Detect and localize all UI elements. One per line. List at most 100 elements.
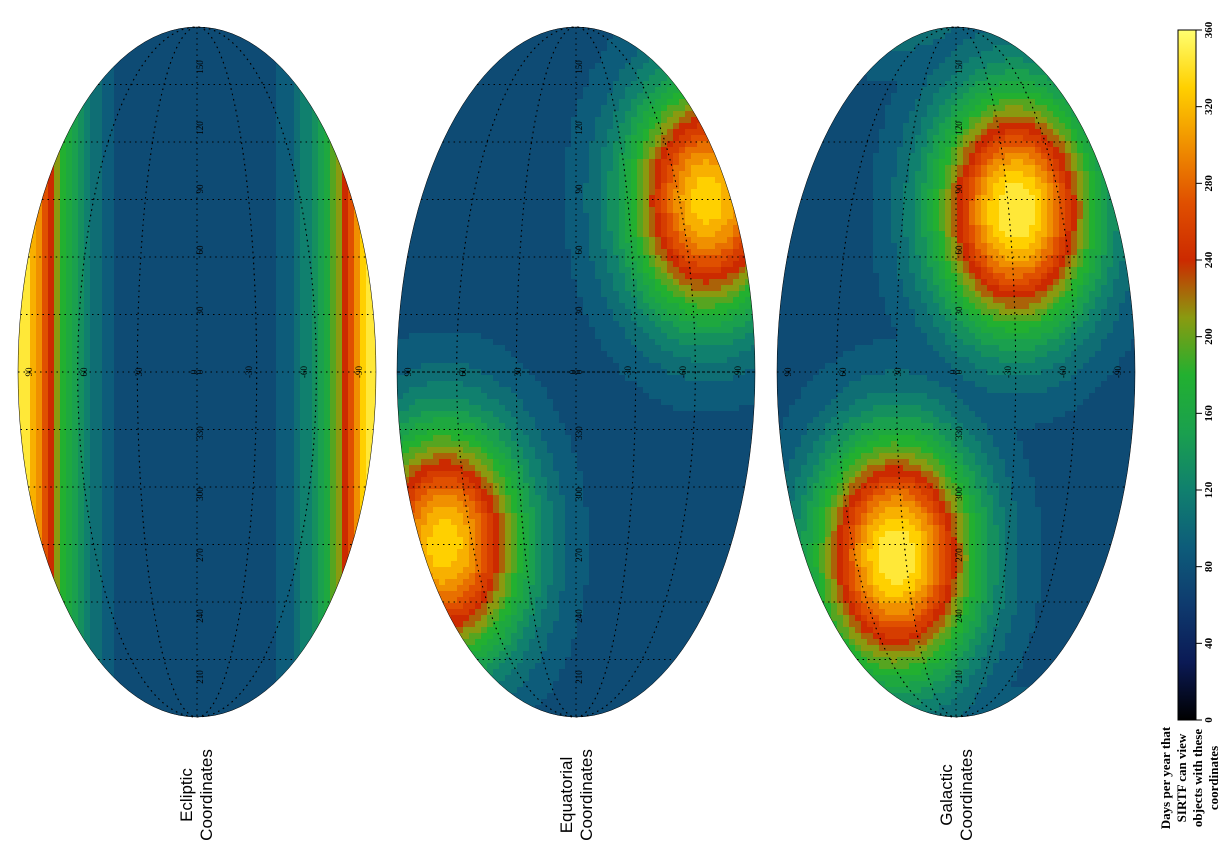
heat-cell bbox=[114, 147, 121, 154]
heat-cell bbox=[66, 321, 73, 328]
heat-cell bbox=[72, 543, 79, 550]
heat-cell bbox=[294, 189, 301, 196]
heat-cell bbox=[66, 141, 73, 148]
heat-cell bbox=[312, 465, 319, 472]
heat-cell bbox=[102, 447, 109, 454]
heat-cell bbox=[228, 303, 235, 310]
heat-cell bbox=[246, 105, 253, 112]
heat-cell bbox=[132, 213, 139, 220]
heat-cell bbox=[144, 51, 151, 58]
heat-cell bbox=[216, 543, 223, 550]
heat-cell bbox=[294, 507, 301, 514]
heat-cell bbox=[324, 159, 331, 166]
heat-cell bbox=[108, 57, 115, 64]
heat-cell bbox=[312, 327, 319, 334]
heat-cell bbox=[66, 405, 73, 412]
heat-cell bbox=[198, 345, 205, 352]
heat-cell bbox=[102, 507, 109, 514]
heat-cell bbox=[210, 237, 217, 244]
heat-cell bbox=[372, 345, 376, 352]
heat-cell bbox=[204, 591, 211, 598]
heat-cell bbox=[258, 177, 265, 184]
heat-cell bbox=[234, 411, 241, 418]
heat-cell bbox=[234, 597, 241, 604]
heat-cell bbox=[222, 333, 229, 340]
heat-cell bbox=[300, 105, 307, 112]
heat-cell bbox=[132, 489, 139, 496]
heat-cell bbox=[210, 471, 217, 478]
heat-cell bbox=[270, 243, 277, 250]
heat-cell bbox=[36, 477, 43, 484]
heat-cell bbox=[234, 537, 241, 544]
heat-cell bbox=[138, 393, 145, 400]
heat-cell bbox=[156, 273, 163, 280]
heat-cell bbox=[312, 285, 319, 292]
heat-cell bbox=[252, 525, 259, 532]
heat-cell bbox=[354, 465, 361, 472]
heat-cell bbox=[192, 123, 199, 130]
heat-cell bbox=[54, 555, 61, 562]
heat-cell bbox=[228, 447, 235, 454]
heat-cell bbox=[174, 255, 181, 262]
heat-cell bbox=[96, 501, 103, 508]
heat-cell bbox=[234, 249, 241, 256]
heat-cell bbox=[90, 555, 97, 562]
heat-cell bbox=[246, 567, 253, 574]
heat-cell bbox=[36, 303, 43, 310]
heat-cell bbox=[138, 441, 145, 448]
heat-cell bbox=[36, 399, 43, 406]
heat-cell bbox=[348, 261, 355, 268]
heat-cell bbox=[36, 213, 43, 220]
heat-cell bbox=[240, 465, 247, 472]
heat-cell bbox=[258, 243, 265, 250]
heat-cell bbox=[24, 423, 31, 430]
heat-cell bbox=[192, 183, 199, 190]
heat-cell bbox=[234, 27, 241, 34]
heat-cell bbox=[342, 225, 349, 232]
heat-cell bbox=[144, 381, 151, 388]
heat-cell bbox=[180, 411, 187, 418]
heat-cell bbox=[246, 111, 253, 118]
heat-cell bbox=[240, 585, 247, 592]
heat-cell bbox=[150, 303, 157, 310]
heat-cell bbox=[132, 315, 139, 322]
heat-cell bbox=[324, 165, 331, 172]
heat-cell bbox=[252, 261, 259, 268]
heat-cell bbox=[108, 201, 115, 208]
heat-cell bbox=[120, 603, 127, 610]
heat-cell bbox=[108, 159, 115, 166]
heat-cell bbox=[192, 57, 199, 64]
heat-cell bbox=[204, 501, 211, 508]
heat-cell bbox=[180, 321, 187, 328]
heat-cell bbox=[90, 213, 97, 220]
heat-cell bbox=[228, 237, 235, 244]
heat-cell bbox=[108, 519, 115, 526]
heat-cell bbox=[90, 381, 97, 388]
heat-cell bbox=[246, 381, 253, 388]
heat-cell bbox=[228, 567, 235, 574]
heat-cell bbox=[132, 261, 139, 268]
heat-cell bbox=[312, 231, 319, 238]
heat-cell bbox=[144, 531, 151, 538]
heat-cell bbox=[162, 117, 169, 124]
heat-cell bbox=[60, 453, 67, 460]
heat-cell bbox=[108, 603, 115, 610]
heat-cell bbox=[78, 219, 85, 226]
heat-cell bbox=[204, 207, 211, 214]
heat-cell bbox=[132, 603, 139, 610]
heat-cell bbox=[234, 255, 241, 262]
heat-cell bbox=[72, 387, 79, 394]
heat-cell bbox=[348, 495, 355, 502]
heat-cell bbox=[216, 213, 223, 220]
heat-cell bbox=[96, 579, 103, 586]
heat-cell bbox=[108, 297, 115, 304]
heat-cell bbox=[264, 543, 271, 550]
heat-cell bbox=[324, 183, 331, 190]
heat-cell bbox=[78, 555, 85, 562]
heat-cell bbox=[240, 489, 247, 496]
heat-cell bbox=[252, 69, 259, 76]
heat-cell bbox=[204, 309, 211, 316]
heat-cell bbox=[264, 165, 271, 172]
heat-cell bbox=[240, 243, 247, 250]
heat-cell bbox=[318, 345, 325, 352]
